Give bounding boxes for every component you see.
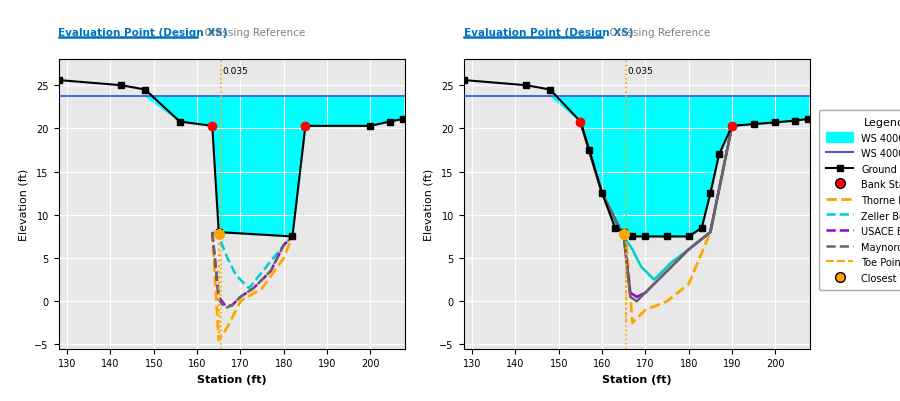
Text: Evaluation Point (Design XS): Evaluation Point (Design XS) (464, 28, 633, 38)
Text: 0.035: 0.035 (222, 67, 248, 76)
Text: Evaluation Point (Design XS): Evaluation Point (Design XS) (58, 28, 228, 38)
Y-axis label: Elevation (ft): Elevation (ft) (19, 168, 29, 241)
X-axis label: Station (ft): Station (ft) (197, 374, 266, 384)
Text: 0.035: 0.035 (627, 67, 653, 76)
Legend: WS 4000, WS 4000, Ground, Bank Sta, Thorne Bend, Zeller Bend, USACE Bend, Maynor: WS 4000, WS 4000, Ground, Bank Sta, Thor… (819, 111, 900, 290)
Y-axis label: Elevation (ft): Elevation (ft) (424, 168, 434, 241)
X-axis label: Station (ft): Station (ft) (602, 374, 671, 384)
Text: Crossing Reference: Crossing Reference (603, 28, 710, 38)
Text: Crossing Reference: Crossing Reference (198, 28, 305, 38)
